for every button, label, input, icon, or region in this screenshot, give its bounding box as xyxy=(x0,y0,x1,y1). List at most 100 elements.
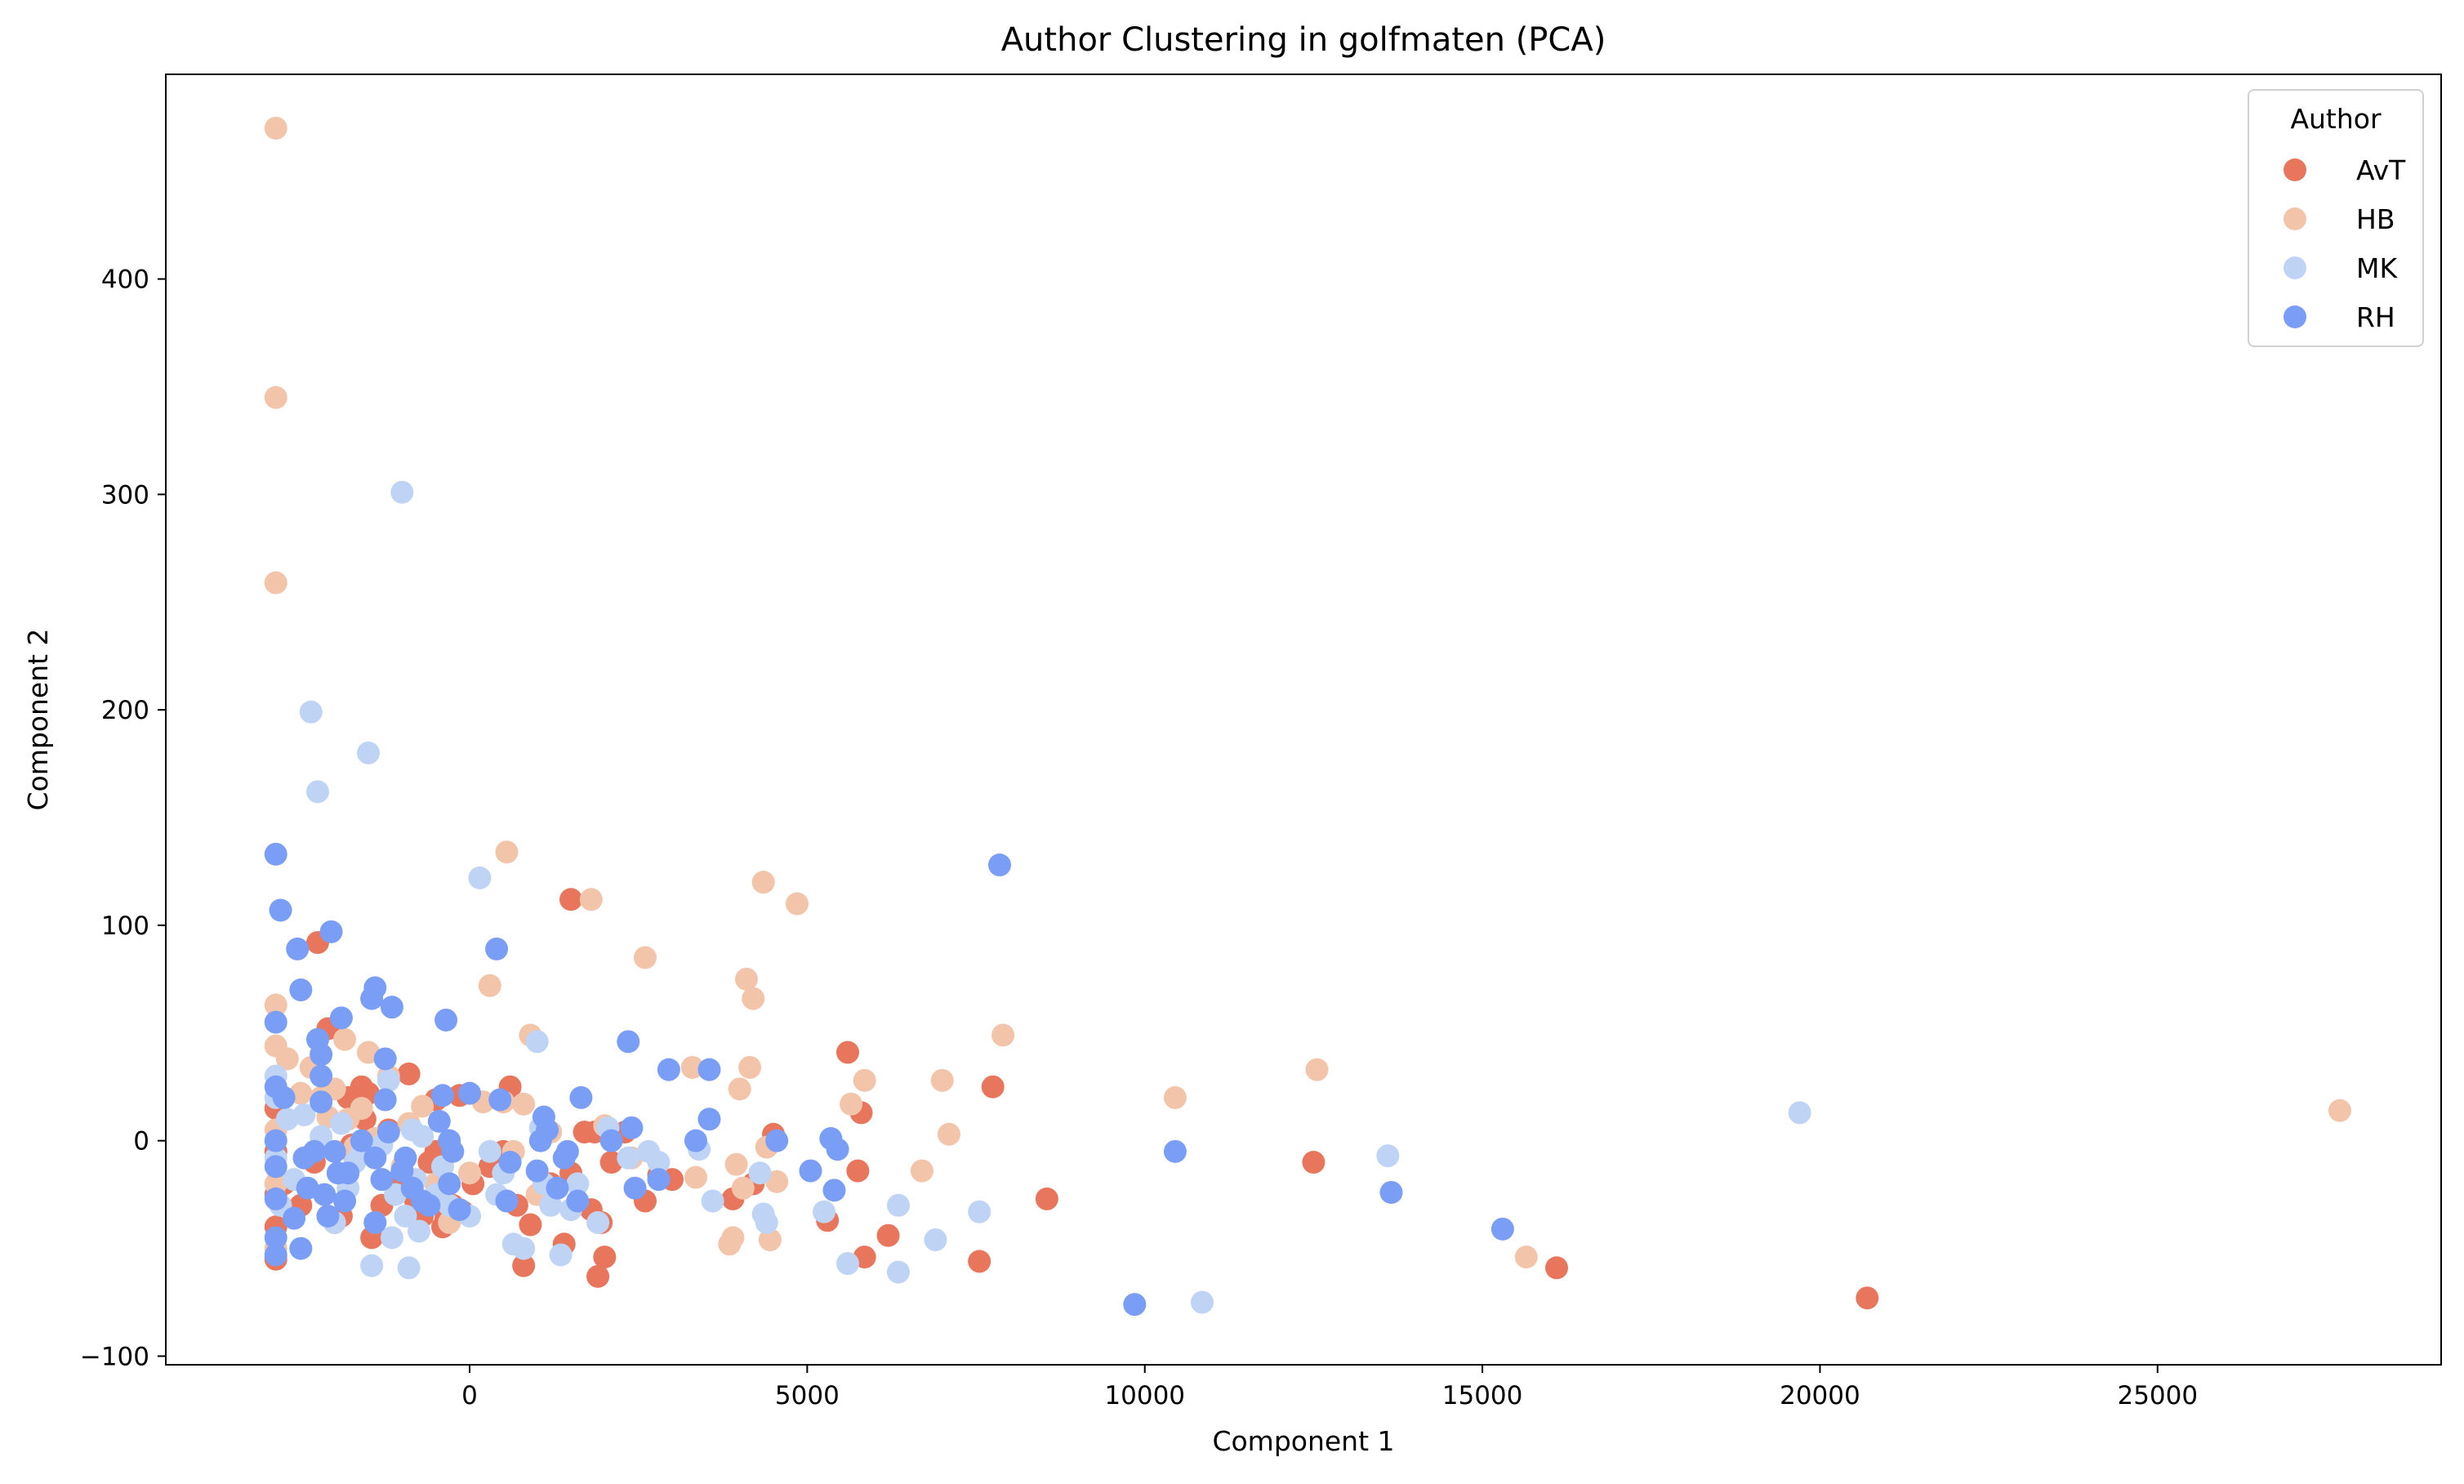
data-point xyxy=(264,842,287,866)
x-axis-label: Component 1 xyxy=(1212,1425,1394,1457)
data-point xyxy=(329,1112,353,1135)
data-point xyxy=(360,1254,384,1277)
data-point xyxy=(748,1161,772,1185)
data-point xyxy=(617,1146,640,1170)
data-point xyxy=(512,1237,536,1260)
data-point xyxy=(525,1030,549,1054)
data-point xyxy=(264,1129,287,1152)
data-point xyxy=(411,1094,434,1118)
data-point xyxy=(390,480,414,504)
data-point xyxy=(559,888,583,911)
data-point xyxy=(846,1159,870,1183)
data-point xyxy=(370,1168,394,1192)
data-point xyxy=(329,1006,353,1030)
data-point xyxy=(498,1151,522,1174)
data-point xyxy=(430,1084,454,1107)
data-point xyxy=(525,1159,549,1183)
chart-title: Author Clustering in golfmaten (PCA) xyxy=(1001,21,1606,59)
data-point xyxy=(264,1187,287,1210)
data-point xyxy=(519,1213,542,1237)
data-point xyxy=(272,1085,296,1109)
data-point xyxy=(684,1165,707,1189)
plot-area-frame xyxy=(165,74,2442,1366)
data-point xyxy=(397,1256,421,1280)
data-point xyxy=(316,1204,340,1228)
data-point xyxy=(569,1085,593,1109)
data-point xyxy=(835,1252,859,1276)
data-point xyxy=(434,1008,458,1032)
data-point xyxy=(701,1189,724,1213)
data-point xyxy=(373,1088,397,1112)
data-point xyxy=(350,1097,373,1121)
data-point xyxy=(394,1146,417,1170)
data-point xyxy=(1302,1151,1326,1174)
x-tick-label: 0 xyxy=(461,1381,478,1410)
data-point xyxy=(546,1176,569,1200)
data-point xyxy=(1123,1293,1147,1317)
data-point xyxy=(264,385,287,409)
legend-box xyxy=(2248,89,2424,347)
data-point xyxy=(408,1219,431,1243)
data-point xyxy=(657,1058,680,1081)
legend-title: Author xyxy=(2290,103,2382,135)
data-point xyxy=(458,1161,482,1185)
data-point xyxy=(785,892,809,916)
data-point xyxy=(617,1030,640,1054)
data-point xyxy=(363,976,387,1000)
data-point xyxy=(363,1146,387,1170)
data-point xyxy=(721,1226,745,1250)
data-point xyxy=(380,1226,403,1250)
data-point xyxy=(734,967,758,991)
data-point xyxy=(731,1176,755,1200)
data-point xyxy=(724,1152,748,1176)
data-point xyxy=(441,1139,465,1163)
data-point xyxy=(495,1189,519,1213)
data-point xyxy=(310,1064,333,1088)
data-point xyxy=(1379,1180,1403,1204)
data-point xyxy=(1545,1256,1569,1280)
data-point xyxy=(377,1121,400,1144)
data-point xyxy=(306,780,330,804)
data-point xyxy=(495,840,519,864)
data-point xyxy=(599,1129,623,1152)
data-point xyxy=(512,1092,536,1116)
legend-marker xyxy=(2284,305,2306,328)
data-point xyxy=(397,1062,421,1085)
data-point xyxy=(813,1200,836,1223)
data-point xyxy=(697,1058,721,1081)
data-point xyxy=(286,937,310,960)
data-point xyxy=(840,1092,863,1116)
data-point xyxy=(765,1129,789,1152)
data-point xyxy=(910,1159,933,1183)
data-point xyxy=(728,1077,751,1101)
data-point xyxy=(539,1193,563,1217)
legend-marker xyxy=(2284,256,2306,279)
data-point xyxy=(549,1243,573,1267)
legend: Author AvT HB MK RH xyxy=(2248,89,2424,347)
data-point xyxy=(377,1068,400,1092)
data-point xyxy=(586,1264,610,1288)
data-point xyxy=(924,1228,947,1252)
data-point xyxy=(876,1223,900,1247)
data-point xyxy=(886,1193,910,1217)
y-tick-label: 200 xyxy=(101,696,149,725)
data-point xyxy=(991,1023,1015,1047)
data-point xyxy=(264,1243,287,1267)
data-point xyxy=(264,993,287,1017)
data-point xyxy=(310,1090,333,1114)
data-point xyxy=(1490,1217,1514,1241)
data-point xyxy=(323,1139,346,1163)
data-point xyxy=(593,1246,617,1269)
data-point xyxy=(283,1206,306,1230)
data-point xyxy=(264,1010,287,1034)
data-point xyxy=(1788,1101,1811,1125)
y-tick-label: 400 xyxy=(101,265,149,295)
data-point xyxy=(1163,1085,1187,1109)
data-point xyxy=(555,1139,579,1163)
legend-label: AvT xyxy=(2356,154,2406,186)
data-point xyxy=(373,1047,397,1071)
legend-marker xyxy=(2284,207,2306,230)
data-point xyxy=(647,1168,671,1192)
data-point xyxy=(411,1125,434,1148)
